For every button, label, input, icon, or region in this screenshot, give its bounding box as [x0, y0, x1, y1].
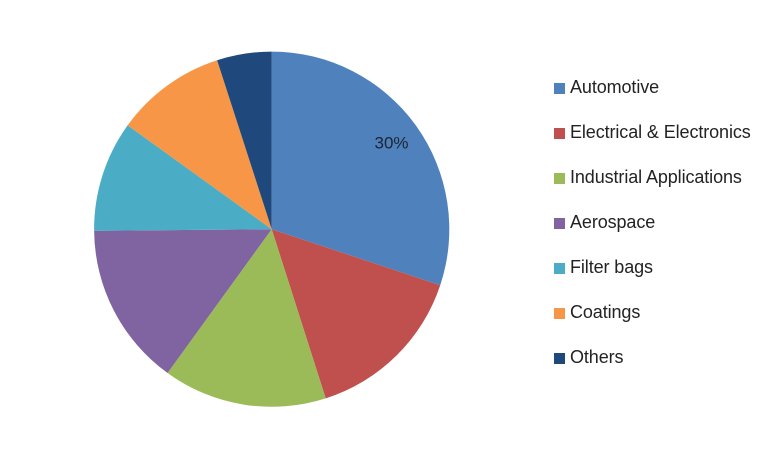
svg-text:30%: 30%	[374, 134, 408, 153]
